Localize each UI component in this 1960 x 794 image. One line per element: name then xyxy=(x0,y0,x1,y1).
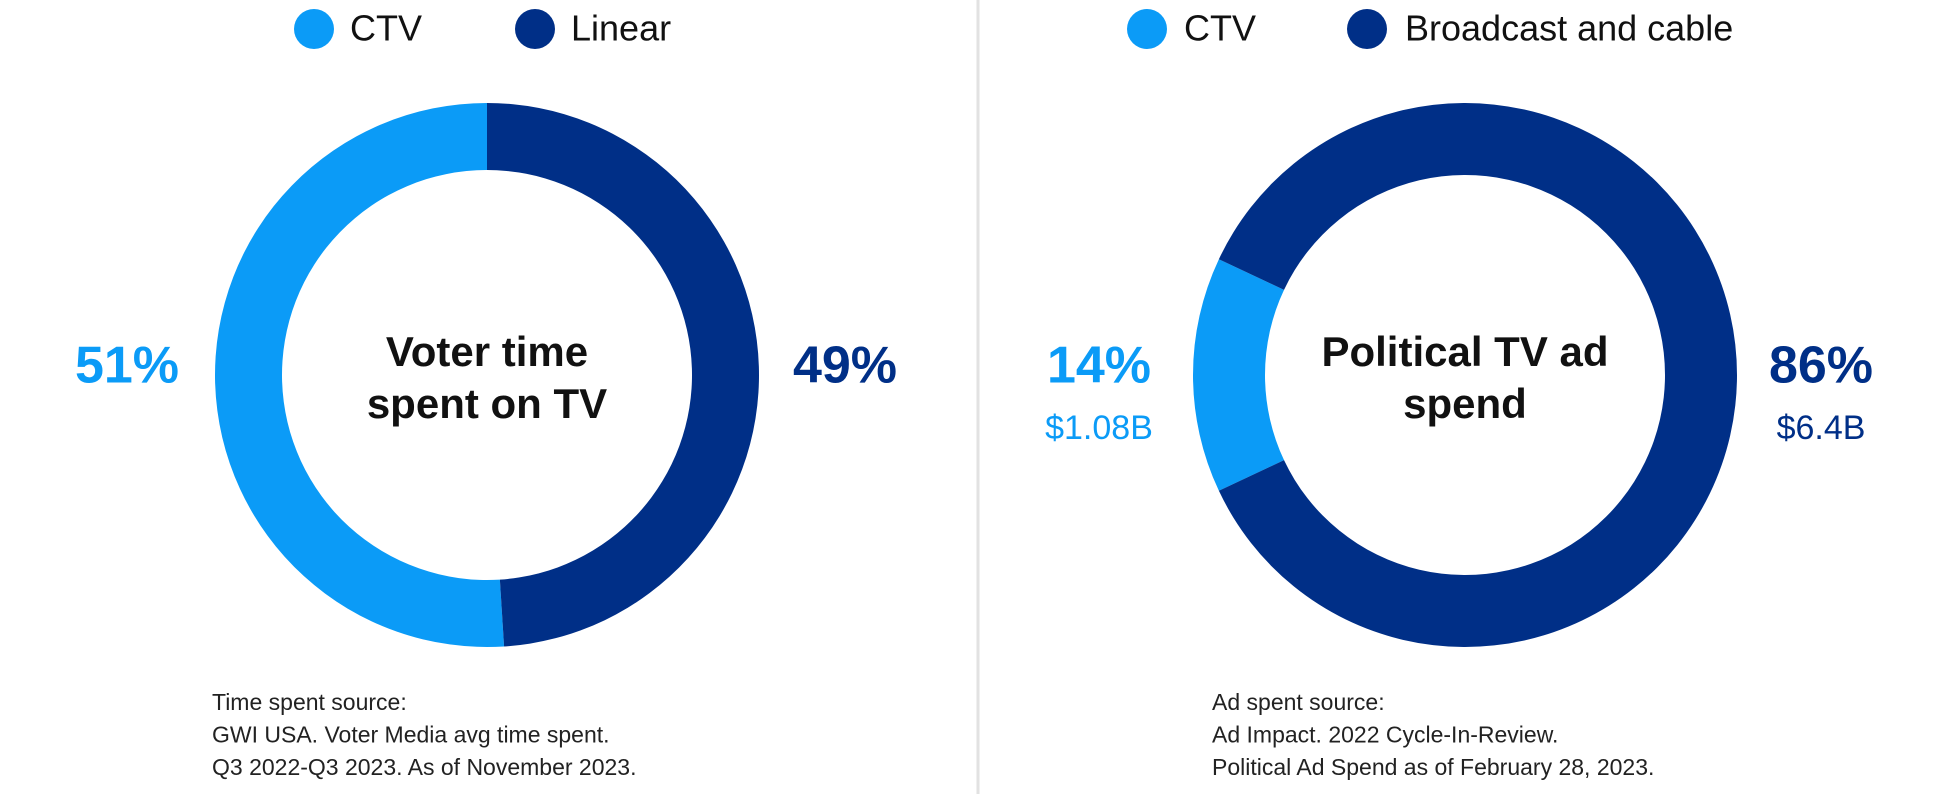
value-label: 86% xyxy=(1769,337,1873,395)
legend-swatch xyxy=(294,9,334,49)
legend-label: Linear xyxy=(571,8,671,49)
legend-label: Broadcast and cable xyxy=(1405,8,1733,49)
center-title: Political TV ad spend xyxy=(1321,328,1609,427)
donut-slice xyxy=(487,103,760,647)
source-note: Ad spent source: xyxy=(1212,689,1385,715)
source-note: Ad Impact. 2022 Cycle-In-Review. xyxy=(1212,722,1558,748)
legend-label: CTV xyxy=(350,8,422,49)
center-title: Voter time spent on TV xyxy=(366,328,608,427)
source-note: Time spent source: xyxy=(212,689,407,715)
legend-swatch xyxy=(515,9,555,49)
source-note: Political Ad Spend as of February 28, 20… xyxy=(1212,754,1654,780)
value-label: 49% xyxy=(793,337,897,395)
source-note: Q3 2022-Q3 2023. As of November 2023. xyxy=(212,754,637,780)
amount-label: $6.4B xyxy=(1777,409,1866,447)
value-label: 14% xyxy=(1047,337,1151,395)
legend-label: CTV xyxy=(1184,8,1256,49)
legend-swatch xyxy=(1127,9,1167,49)
legend-swatch xyxy=(1347,9,1387,49)
amount-label: $1.08B xyxy=(1045,409,1153,447)
value-label: 51% xyxy=(75,337,179,395)
source-note: GWI USA. Voter Media avg time spent. xyxy=(212,722,610,748)
donut-slice xyxy=(1193,259,1285,491)
donut-slice xyxy=(215,103,505,647)
